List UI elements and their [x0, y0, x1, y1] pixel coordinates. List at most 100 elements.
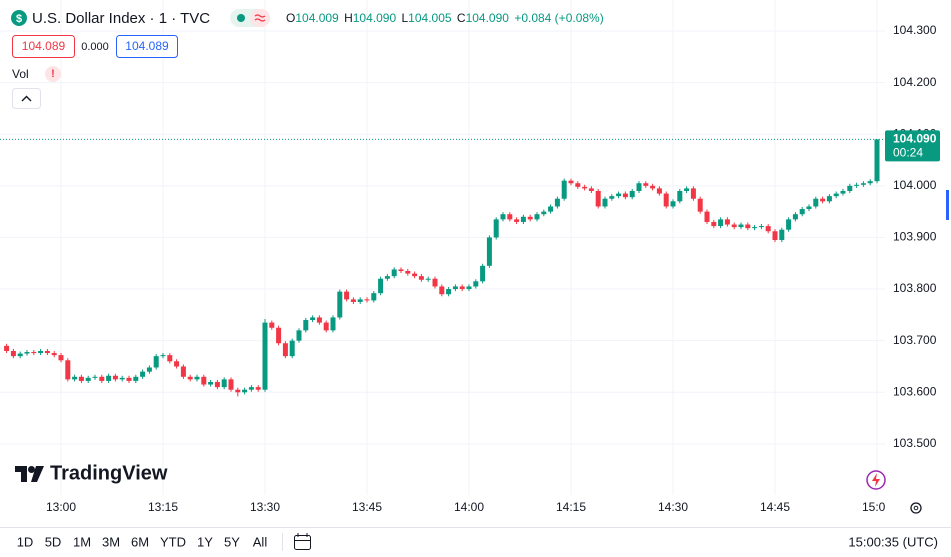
candle-body: [378, 278, 384, 294]
brand-logo: [15, 466, 44, 482]
candle-body: [548, 206, 554, 212]
range-button[interactable]: 3M: [102, 534, 120, 549]
candle-body: [697, 198, 703, 212]
candle-body: [656, 188, 662, 194]
sell-box[interactable]: [12, 35, 75, 58]
candle-body: [595, 190, 601, 207]
candle-body: [670, 201, 676, 207]
candle-body: [391, 269, 397, 277]
candle-body: [214, 381, 220, 388]
candle-body: [364, 299, 370, 301]
buy-box[interactable]: [116, 35, 178, 58]
candle-body: [534, 214, 540, 220]
candle-body: [765, 226, 771, 232]
candle-body: [187, 376, 193, 380]
candle-body: [24, 352, 30, 354]
candle-body: [235, 389, 241, 393]
candle-body: [357, 299, 363, 302]
collapse-chevron: [21, 95, 32, 102]
candle-body: [4, 345, 10, 351]
range-button[interactable]: 6M: [131, 534, 149, 549]
clock[interactable]: 15:00:35 (UTC): [848, 534, 938, 549]
candle-body: [51, 353, 57, 356]
candle-body: [418, 276, 424, 280]
candle-body: [174, 361, 180, 367]
candle-body: [466, 286, 472, 290]
alert-bolt: [872, 473, 880, 487]
candle-body: [588, 188, 594, 191]
range-button[interactable]: All: [253, 534, 268, 549]
price-tag-countdown: 00:24: [893, 146, 923, 160]
candle-body: [405, 270, 411, 274]
candle-body: [371, 293, 377, 301]
candle-body: [799, 209, 805, 215]
time-axis: 13:00 13:15 13:30 13:45 14:00 14:15 14:30 14:45…: [46, 500, 892, 514]
collapse-button[interactable]: [12, 88, 41, 109]
date-range-icon[interactable]: [294, 535, 311, 550]
candle-body: [432, 278, 438, 287]
range-button[interactable]: YTD: [160, 534, 186, 549]
candle-body: [412, 273, 418, 277]
y-tick-label: 103.700: [893, 333, 937, 347]
candle-body: [78, 376, 84, 381]
candle-body: [337, 291, 343, 318]
symbol-icon: [11, 10, 27, 26]
candle-body: [106, 375, 112, 381]
candle-body: [282, 343, 288, 357]
x-tick-label: 13:45: [352, 500, 382, 514]
low-label: L: [401, 11, 408, 25]
candle-body: [738, 224, 744, 228]
candle-body: [296, 330, 302, 341]
candle-body: [310, 317, 316, 321]
candle-body: [554, 198, 560, 207]
candle-body: [575, 183, 581, 187]
candle-body: [133, 376, 139, 381]
x-tick-label: 13:15: [148, 500, 178, 514]
range-button[interactable]: 1Y: [197, 534, 213, 549]
candle-body: [582, 186, 588, 189]
candle-body: [228, 379, 234, 390]
range-button[interactable]: 1M: [73, 534, 91, 549]
candle-body: [731, 224, 737, 228]
spread: 0.000: [81, 41, 109, 53]
candle-body: [316, 317, 322, 323]
x-tick-label: 15:00: [862, 500, 892, 514]
candle-body: [398, 269, 404, 271]
x-tick-label: 14:45: [760, 500, 790, 514]
indicator-label[interactable]: Vol: [12, 67, 29, 81]
x-tick-label: 14:15: [556, 500, 586, 514]
candle-body: [772, 231, 778, 241]
candle-body: [58, 355, 64, 361]
candle-body: [711, 221, 717, 227]
candle-body: [276, 327, 282, 344]
symbol-icon-text: $: [16, 13, 22, 25]
candle-body: [622, 193, 628, 198]
status-badge-half: [250, 9, 270, 27]
high-label: H: [344, 11, 353, 25]
brand-name[interactable]: TradingView: [50, 462, 168, 484]
candle-body: [677, 190, 683, 202]
symbol-title[interactable]: U.S. Dollar Index · 1 · TVC: [32, 10, 210, 27]
candle-body: [826, 196, 832, 202]
scroll-marker: [946, 190, 949, 220]
y-tick-label: 103.500: [893, 436, 937, 450]
candle-body: [806, 206, 812, 210]
candle-body: [92, 376, 98, 378]
x-tick-label: 14:00: [454, 500, 484, 514]
plot: [0, 138, 885, 397]
range-button[interactable]: 5Y: [224, 534, 240, 549]
candle-body: [99, 376, 105, 381]
candle-body: [119, 377, 125, 380]
candle-body: [160, 355, 166, 357]
range-button[interactable]: 1D: [17, 534, 34, 549]
candle-body: [384, 276, 390, 279]
candle-body: [242, 389, 248, 393]
range-button[interactable]: 5D: [45, 534, 62, 549]
settings-icon-inner: [913, 505, 919, 511]
settings-icon[interactable]: [910, 502, 922, 514]
change-value: +0.084 (+0.08%): [514, 11, 603, 25]
candle-body: [255, 387, 261, 390]
range-bar: 1D 5D 1M 3M 6M YTD 1Y 5Y All: [17, 534, 268, 549]
warning-icon[interactable]: [45, 66, 61, 82]
y-tick-label: 104.000: [893, 178, 937, 192]
